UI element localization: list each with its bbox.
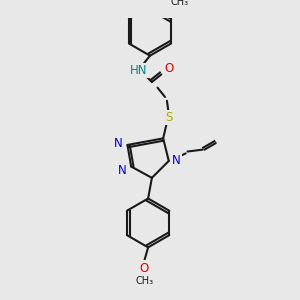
Text: N: N	[172, 154, 181, 167]
Text: O: O	[164, 62, 173, 75]
Text: S: S	[165, 111, 172, 124]
Text: CH₃: CH₃	[171, 0, 189, 7]
Text: HN: HN	[130, 64, 148, 77]
Text: N: N	[117, 164, 126, 177]
Text: O: O	[140, 262, 149, 275]
Text: CH₃: CH₃	[135, 276, 153, 286]
Text: N: N	[114, 136, 122, 150]
